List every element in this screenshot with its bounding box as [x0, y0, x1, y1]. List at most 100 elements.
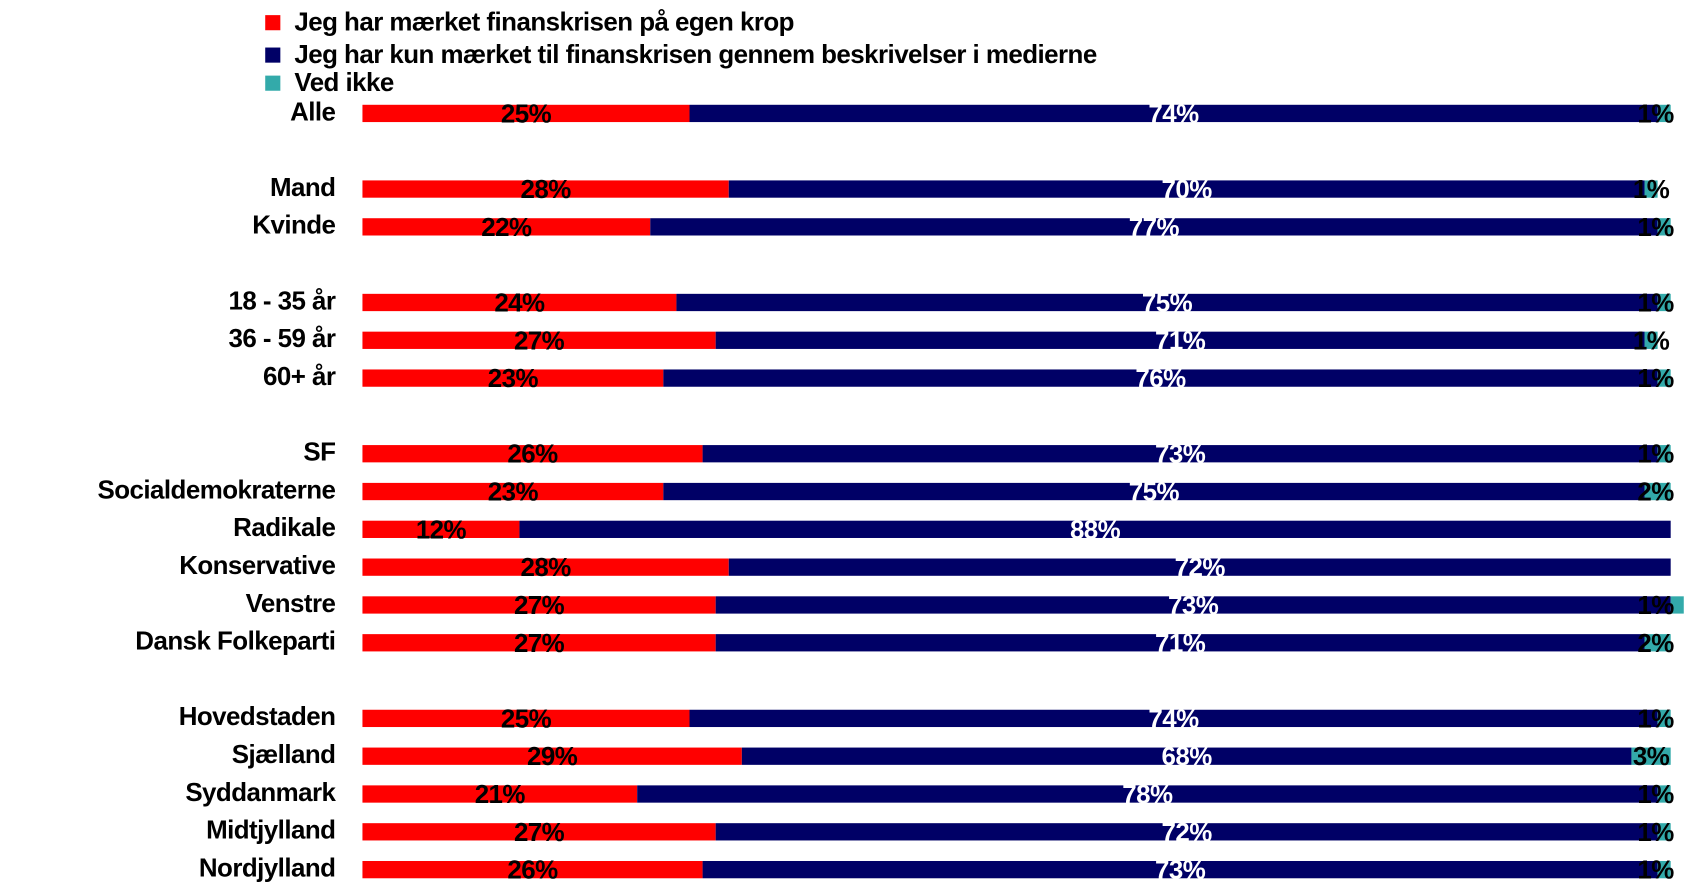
bar-segment [362, 860, 703, 879]
category-label: Socialdemokraterne [98, 476, 336, 504]
legend-swatch [265, 15, 281, 31]
bar-segment [362, 596, 716, 614]
value-label: 71% [1155, 327, 1206, 355]
value-label: 77% [1129, 214, 1180, 242]
bar-segment [1644, 180, 1658, 198]
bar-segment [362, 520, 520, 538]
bar-segment [1657, 293, 1671, 312]
bar-segment [1644, 331, 1658, 349]
bar-segment [1657, 709, 1671, 728]
value-label: 68% [1162, 743, 1213, 771]
bar-segment [1644, 482, 1671, 501]
value-label: 1% [1633, 176, 1670, 204]
category-label: Syddanmark [185, 779, 336, 807]
category-label: Konservative [179, 552, 335, 580]
value-label: 1% [1637, 857, 1674, 885]
category-label: Venstre [246, 590, 336, 618]
value-label: 1% [1637, 781, 1674, 809]
bar-segment [1657, 860, 1671, 879]
value-label: 75% [1142, 289, 1193, 317]
bar-segment [362, 331, 716, 349]
category-label: Nordjylland [199, 854, 336, 882]
legend-label: Ved ikke [294, 69, 394, 97]
category-label: Dansk Folkeparti [135, 628, 335, 656]
value-label: 71% [1155, 630, 1206, 658]
bar-segment [362, 823, 716, 841]
value-label: 26% [507, 857, 558, 885]
legend-label: Jeg har kun mærket til finanskrisen genn… [294, 41, 1096, 69]
bar-segment [362, 634, 716, 652]
value-label: 2% [1637, 479, 1674, 507]
category-label: Hovedstaden [179, 703, 336, 731]
legend-swatch [265, 75, 281, 91]
value-label: 1% [1637, 592, 1674, 620]
bar-segment [1670, 596, 1684, 614]
value-label: 23% [488, 479, 539, 507]
value-label: 1% [1637, 705, 1674, 733]
bar-segment [689, 104, 1658, 123]
value-label: 74% [1148, 100, 1199, 128]
category-label: Sjælland [232, 741, 336, 769]
value-label: 21% [475, 781, 526, 809]
bar-segment [663, 369, 1658, 387]
bar-segment [728, 558, 1671, 576]
bar-segment [362, 747, 742, 765]
category-label: Radikale [233, 514, 335, 542]
bar-segment [689, 709, 1658, 728]
value-label: 25% [501, 705, 552, 733]
value-label: 2% [1637, 630, 1674, 658]
bar-segment [715, 596, 1671, 614]
value-label: 3% [1633, 743, 1670, 771]
value-label: 1% [1637, 441, 1674, 469]
bar-segment [650, 218, 1658, 236]
value-label: 1% [1637, 365, 1674, 393]
bar-segment [676, 293, 1658, 312]
legend-swatch [265, 47, 281, 63]
value-label: 12% [416, 516, 467, 544]
bar-segment [519, 520, 1671, 538]
category-label: Kvinde [252, 212, 335, 240]
bar-segment [728, 180, 1645, 198]
bar-segment [715, 634, 1645, 652]
value-label: 24% [494, 289, 545, 317]
bar-segment [1657, 823, 1671, 841]
value-label: 72% [1162, 819, 1213, 847]
bar-segment [362, 445, 703, 463]
bar-segment [362, 104, 690, 123]
bar-segment [702, 860, 1658, 879]
bar-segment [741, 747, 1632, 765]
value-label: 27% [514, 592, 565, 620]
category-label: Mand [270, 174, 335, 202]
category-label: 18 - 35 år [228, 287, 335, 315]
value-label: 70% [1162, 176, 1213, 204]
value-label: 29% [527, 743, 578, 771]
value-label: 73% [1168, 592, 1219, 620]
value-label: 1% [1637, 100, 1674, 128]
value-label: 1% [1637, 819, 1674, 847]
bar-segment [1657, 369, 1671, 387]
value-label: 75% [1129, 479, 1180, 507]
value-label: 22% [481, 214, 532, 242]
bar-segment [1644, 634, 1671, 652]
value-label: 78% [1122, 781, 1173, 809]
value-label: 76% [1135, 365, 1186, 393]
value-label: 73% [1155, 441, 1206, 469]
value-label: 26% [507, 441, 558, 469]
bar-segment [637, 785, 1658, 803]
value-label: 27% [514, 819, 565, 847]
bar-segment [715, 331, 1645, 349]
category-label: Midtjylland [206, 817, 335, 845]
category-label: 36 - 59 år [228, 325, 335, 353]
legend-label: Jeg har mærket finanskrisen på egen krop [294, 9, 794, 37]
bar-segment [362, 293, 677, 312]
value-label: 88% [1070, 516, 1121, 544]
bar-segment [362, 369, 664, 387]
bar-segment [362, 558, 729, 576]
value-label: 25% [501, 100, 552, 128]
bar-segment [1657, 104, 1671, 123]
bar-segment [702, 445, 1658, 463]
bar-segment [663, 482, 1645, 501]
value-label: 28% [520, 554, 571, 582]
bar-segment [1631, 747, 1671, 765]
